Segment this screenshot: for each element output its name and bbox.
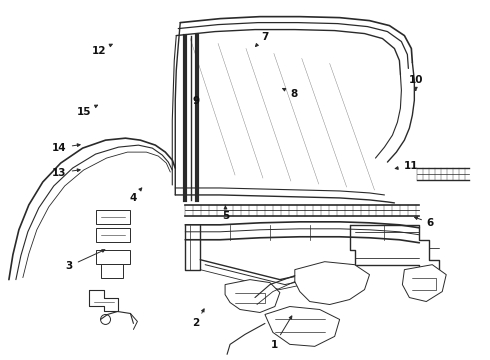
Text: 2: 2 (193, 309, 204, 328)
Text: 4: 4 (129, 188, 142, 203)
Polygon shape (96, 210, 130, 224)
Polygon shape (225, 280, 280, 312)
Polygon shape (96, 250, 130, 264)
Polygon shape (96, 228, 130, 242)
Text: 5: 5 (222, 205, 229, 221)
Text: 3: 3 (66, 249, 105, 271)
Polygon shape (402, 265, 446, 302)
Circle shape (324, 279, 336, 291)
Text: 8: 8 (283, 89, 297, 99)
Text: 10: 10 (409, 75, 423, 90)
Polygon shape (100, 264, 123, 278)
Text: 12: 12 (91, 44, 112, 56)
Text: 15: 15 (76, 105, 98, 117)
Circle shape (100, 315, 111, 324)
Text: 6: 6 (415, 217, 434, 228)
Polygon shape (295, 262, 369, 305)
Text: 11: 11 (395, 161, 418, 171)
Text: 9: 9 (193, 96, 200, 106)
Text: 7: 7 (255, 32, 268, 46)
Text: 14: 14 (52, 143, 80, 153)
Polygon shape (265, 306, 340, 346)
Text: 13: 13 (52, 168, 80, 178)
Text: 1: 1 (270, 316, 292, 350)
